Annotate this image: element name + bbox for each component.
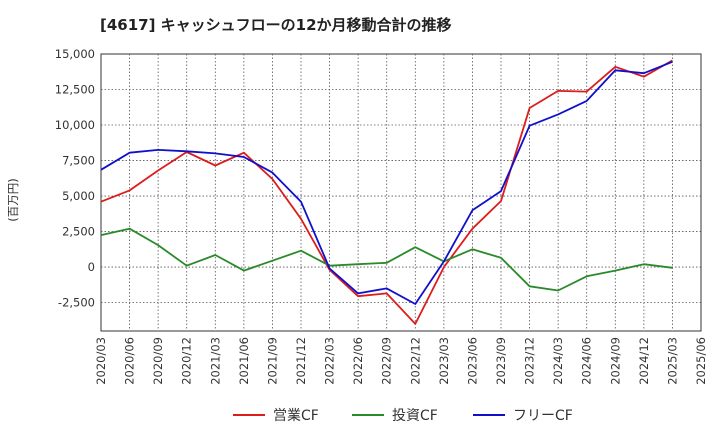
x-tick-label: 2022/12 [408,337,422,385]
y-tick-label: 12,500 [55,83,95,97]
x-tick-label: 2020/06 [123,337,137,385]
x-tick-label: 2025/03 [665,337,679,385]
y-tick-label: 0 [88,260,95,274]
series-line-1 [100,59,673,325]
series-line-2 [100,227,673,292]
x-tick-label: 2023/12 [523,337,537,385]
series-line-3 [100,60,673,305]
y-tick-label: 10,000 [55,118,95,132]
x-tick-label: 2022/03 [323,337,337,385]
x-tick-label: 2025/06 [694,337,708,385]
chart-title: [4617] キャッシュフローの12か月移動合計の推移 [100,16,452,34]
y-tick-label: -2,500 [58,296,95,310]
legend-label-3: フリーCF [513,408,573,424]
x-tick-label: 2023/03 [437,337,451,385]
y-tick-label: 15,000 [55,47,95,61]
x-tick-label: 2024/06 [580,337,594,385]
x-tick-label: 2020/03 [94,337,108,385]
x-tick-label: 2023/09 [494,337,508,385]
x-tick-label: 2021/12 [294,337,308,385]
plot-frame [100,53,702,332]
x-tick-label: 2024/09 [608,337,622,385]
x-tick-label: 2024/03 [551,337,565,385]
x-tick-label: 2022/06 [351,337,365,385]
x-tick-label: 2021/09 [265,337,279,385]
x-tick-label: 2021/06 [237,337,251,385]
legend-label-1: 営業CF [273,408,319,424]
x-tick-label: 2020/12 [180,337,194,385]
x-tick-label: 2021/03 [208,337,222,385]
y-tick-label: 5,000 [62,189,95,203]
legend-label-2: 投資CF [392,408,438,424]
x-tick-label: 2024/12 [637,337,651,385]
y-tick-label: 2,500 [62,225,95,239]
x-tick-label: 2020/09 [151,337,165,385]
x-tick-label: 2023/06 [465,337,479,385]
x-tick-label: 2022/09 [380,337,394,385]
y-tick-label: 7,500 [62,154,95,168]
y-axis-label: (百万円) [6,178,20,221]
